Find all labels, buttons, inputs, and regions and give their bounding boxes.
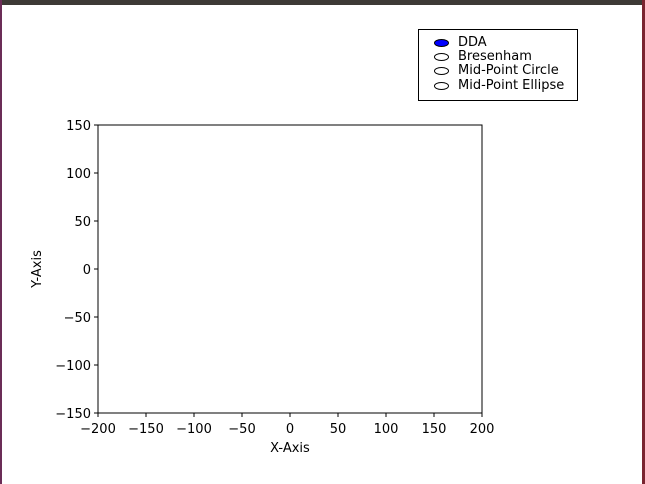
radio-button-icon[interactable] <box>434 39 449 47</box>
x-tick-label: 0 <box>286 422 294 437</box>
x-tick-label: −50 <box>228 422 255 437</box>
y-tick-label: 100 <box>66 167 91 182</box>
radio-label: Bresenham <box>458 49 532 64</box>
radio-button-icon[interactable] <box>434 67 449 75</box>
x-tick-label: −150 <box>128 422 164 437</box>
x-tick-label: 150 <box>422 422 447 437</box>
algorithm-radio-group: DDA Bresenham Mid-Point Circle Mid-Point… <box>418 29 578 101</box>
x-tick-label: 50 <box>330 422 347 437</box>
y-axis-label: Y-Axis <box>30 250 45 289</box>
radio-label: DDA <box>458 35 487 50</box>
window-top-border <box>0 0 645 5</box>
radio-button-icon[interactable] <box>434 53 449 61</box>
window-right-border <box>642 0 645 484</box>
y-tick-label: −50 <box>64 311 91 326</box>
y-tick-label: −150 <box>55 407 91 422</box>
x-tick-label: −100 <box>176 422 212 437</box>
radio-option-mid-point-ellipse[interactable]: Mid-Point Ellipse <box>419 78 577 94</box>
radio-option-mid-point-circle[interactable]: Mid-Point Circle <box>419 63 577 79</box>
radio-label: Mid-Point Ellipse <box>458 78 565 93</box>
x-tick-label: 100 <box>374 422 399 437</box>
y-axis-ticks: −150 −100 −50 0 50 100 150 <box>55 119 98 422</box>
radio-option-dda[interactable]: DDA <box>419 35 577 51</box>
radio-option-bresenham[interactable]: Bresenham <box>419 49 577 65</box>
y-tick-label: 150 <box>66 119 91 134</box>
radio-button-icon[interactable] <box>434 82 449 90</box>
x-axis-ticks: −200 −150 −100 −50 0 50 100 150 200 <box>80 413 494 437</box>
x-axis-label: X-Axis <box>270 441 310 456</box>
y-tick-label: 0 <box>83 263 91 278</box>
y-tick-label: 50 <box>74 215 91 230</box>
x-tick-label: 200 <box>470 422 495 437</box>
y-tick-label: −100 <box>55 359 91 374</box>
x-tick-label: −200 <box>80 422 116 437</box>
plot-area <box>97 124 483 414</box>
window-left-border <box>0 0 2 484</box>
radio-label: Mid-Point Circle <box>458 63 559 78</box>
